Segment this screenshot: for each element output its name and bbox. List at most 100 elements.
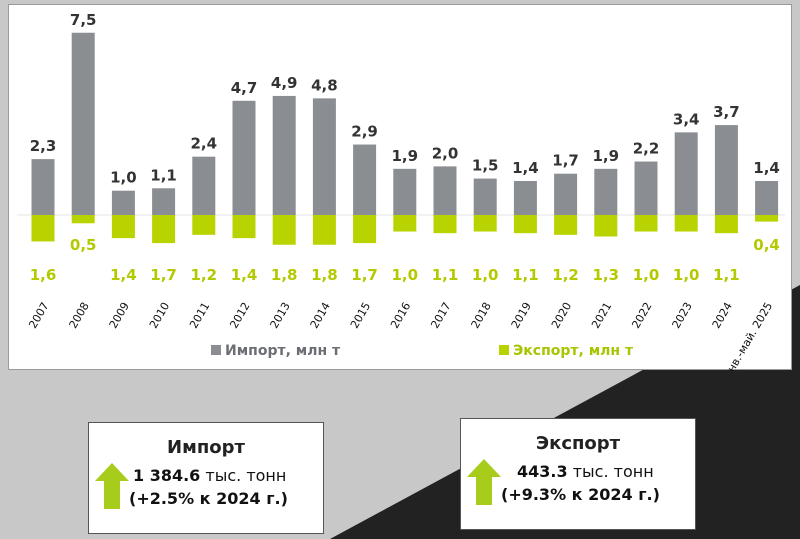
import-volume-number: 1 384.6 [133, 466, 201, 485]
import-bar [674, 132, 698, 215]
import-data-label: 2,2 [633, 140, 660, 158]
export-data-label: 1,2 [552, 266, 579, 284]
legend-swatch-import [211, 345, 221, 355]
x-tick-label: 2010 [147, 300, 172, 331]
export-data-label: 0,5 [70, 236, 97, 254]
export-bar [192, 215, 216, 235]
export-data-label: 1,6 [30, 266, 57, 284]
import-bar [111, 190, 135, 215]
import-volume-unit: тыс. тонн [200, 466, 287, 485]
import-data-label: 1,1 [150, 166, 177, 184]
export-box-title: Экспорт [535, 433, 621, 454]
export-data-label: 1,0 [673, 266, 700, 284]
import-change: (+2.5% к 2024 г.) [129, 489, 288, 508]
import-data-label: 1,5 [472, 157, 499, 175]
export-data-label: 1,0 [472, 266, 499, 284]
export-bar [674, 215, 698, 232]
export-bar [31, 215, 55, 242]
x-tick-label: 2008 [67, 300, 92, 331]
x-tick-label: 2012 [227, 300, 252, 331]
up-arrow-icon [467, 459, 501, 505]
export-bar [152, 215, 176, 244]
legend-swatch-export [499, 345, 509, 355]
export-data-label: 1,7 [351, 266, 378, 284]
export-data-label: 1,3 [593, 266, 620, 284]
x-tick-label: 2022 [629, 300, 654, 331]
x-tick-label: 2013 [268, 300, 293, 331]
export-bar [554, 215, 578, 235]
import-data-label: 2,0 [432, 144, 459, 162]
export-volume-unit: тыс. тонн [567, 462, 654, 481]
import-bar [71, 32, 95, 215]
x-tick-label: 2015 [348, 300, 373, 331]
export-data-label: 1,7 [150, 266, 177, 284]
up-arrow-icon [95, 463, 129, 509]
chart-panel: 2,3 1,6 2007 7,5 0,5 2008 1,0 1,4 2009 1,1 1,7 2010… [8, 4, 792, 371]
export-bar [473, 215, 497, 232]
import-bar [272, 95, 296, 215]
x-tick-label: 2018 [469, 300, 494, 331]
export-bar [433, 215, 457, 234]
export-summary-box: Экспорт 443.3 тыс. тонн (+9.3% к 2024 г.… [460, 418, 696, 530]
import-bar [473, 178, 497, 215]
import-data-label: 4,7 [231, 79, 258, 97]
bar-chart: 2,3 1,6 2007 7,5 0,5 2008 1,0 1,4 2009 1,1 1,7 2010… [17, 11, 785, 371]
import-data-label: 3,4 [673, 110, 700, 128]
import-bar [232, 100, 256, 215]
export-data-label: 1,4 [231, 266, 258, 284]
x-tick-label: 2016 [388, 300, 413, 331]
import-bar [714, 125, 738, 215]
export-bar [111, 215, 135, 239]
x-tick-label: 2009 [107, 300, 132, 331]
import-bar [152, 188, 176, 215]
x-tick-label: 2023 [670, 300, 695, 331]
import-bar [594, 168, 618, 215]
export-data-label: 1,8 [271, 266, 298, 284]
export-data-label: 1,0 [633, 266, 660, 284]
import-bar [755, 180, 779, 215]
x-tick-label: 2007 [26, 300, 51, 331]
export-bar [272, 215, 296, 245]
legend-label-import: Импорт, млн т [225, 343, 341, 359]
export-volume: 443.3 тыс. тонн [517, 462, 654, 481]
import-data-label: 1,9 [392, 147, 419, 165]
export-bar [312, 215, 336, 245]
import-data-label: 3,7 [713, 103, 740, 121]
import-summary-box: Импорт 1 384.6 тыс. тонн (+2.5% к 2024 г… [88, 422, 324, 534]
import-bar [513, 180, 537, 215]
export-data-label: 1,0 [392, 266, 419, 284]
import-bar [393, 168, 417, 215]
export-bar [353, 215, 377, 244]
export-data-label: 1,1 [512, 266, 539, 284]
import-bar [312, 98, 336, 215]
export-bar [594, 215, 618, 237]
import-bar [634, 161, 658, 215]
import-data-label: 1,9 [593, 147, 620, 165]
import-data-label: 2,3 [30, 137, 57, 155]
x-tick-label: 2024 [710, 300, 735, 331]
import-bar [554, 173, 578, 215]
x-tick-label: 2020 [549, 300, 574, 331]
export-data-label: 1,8 [311, 266, 338, 284]
import-data-label: 1,4 [753, 159, 780, 177]
x-tick-label: 2011 [187, 300, 212, 331]
export-bar [232, 215, 256, 239]
import-data-label: 4,8 [311, 76, 338, 94]
export-bar [393, 215, 417, 232]
export-data-label: 0,4 [753, 236, 780, 254]
import-data-label: 1,0 [110, 169, 137, 187]
export-data-label: 1,2 [191, 266, 218, 284]
legend-label-export: Экспорт, млн т [513, 343, 634, 359]
export-bar [71, 215, 95, 224]
export-data-label: 1,4 [110, 266, 137, 284]
x-tick-label: 2017 [428, 300, 453, 331]
export-bar [634, 215, 658, 232]
import-bar [433, 166, 457, 215]
import-data-label: 2,4 [191, 135, 218, 153]
import-data-label: 1,7 [552, 152, 579, 170]
export-bar [513, 215, 537, 234]
export-data-label: 1,1 [432, 266, 459, 284]
export-bar [714, 215, 738, 234]
import-volume: 1 384.6 тыс. тонн [133, 466, 286, 485]
import-data-label: 7,5 [70, 11, 97, 29]
